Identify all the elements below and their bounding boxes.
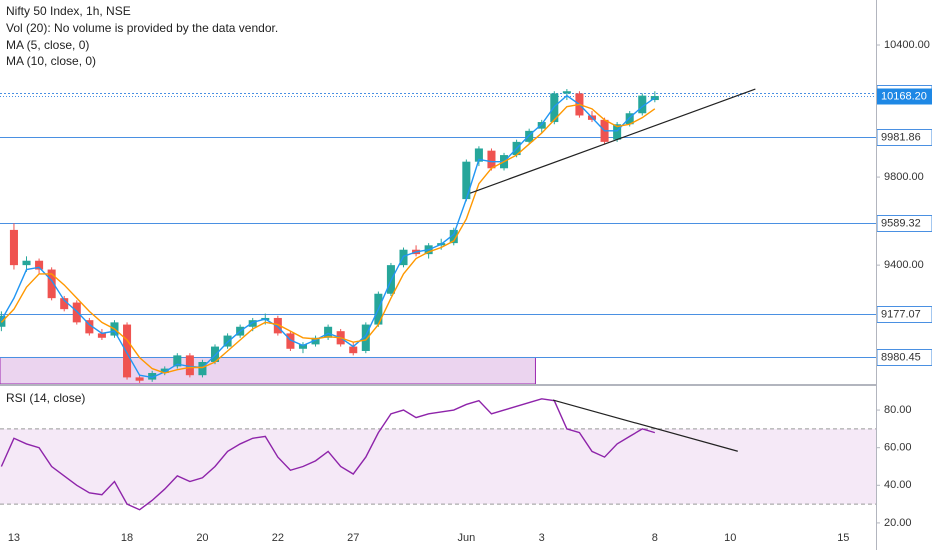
candle-body — [72, 302, 81, 323]
candle-body — [60, 298, 69, 310]
candle-body — [22, 260, 31, 266]
candle-body — [537, 122, 546, 129]
last-price-box — [877, 88, 932, 105]
candle-body — [311, 337, 320, 345]
rsi-band — [0, 428, 876, 505]
candle-body — [324, 326, 333, 338]
y-tick-label: 40.00 — [884, 479, 912, 491]
zone — [0, 356, 536, 384]
y-tick-label: 60.00 — [884, 442, 912, 454]
x-tick-label: 3 — [539, 532, 545, 544]
x-tick-label: 18 — [121, 532, 133, 544]
x-tick-label: 10 — [724, 532, 736, 544]
candle-body — [613, 124, 622, 140]
level-label: 8980.45 — [881, 351, 921, 363]
level-label: 9177.07 — [881, 308, 921, 320]
candle-body — [135, 377, 144, 381]
candle-body — [562, 91, 571, 94]
y-tick-label: 20.00 — [884, 517, 912, 529]
candle-body — [273, 317, 282, 334]
candle-body — [9, 229, 18, 266]
legend-entry: RSI (14, close) — [6, 391, 85, 405]
candle-body — [349, 346, 358, 354]
rsi-pane — [0, 398, 876, 511]
candle-body — [148, 372, 157, 380]
candle-body — [85, 320, 94, 334]
candle-body — [474, 148, 483, 162]
candle-body — [286, 333, 295, 349]
price-pane — [0, 88, 876, 384]
candle-body — [361, 324, 370, 351]
candle-body — [248, 320, 257, 327]
candle-body — [185, 355, 194, 376]
candle-body — [525, 130, 534, 142]
x-tick-label: 13 — [8, 532, 20, 544]
candle-body — [638, 95, 647, 114]
legend-entry: MA (10, close, 0) — [6, 54, 96, 68]
candle-body — [97, 333, 106, 338]
chart-title: Nifty 50 Index, 1h, NSE — [6, 4, 131, 18]
trend-line — [552, 399, 738, 452]
axes: 10180.799981.869589.329177.078980.451016… — [8, 39, 932, 544]
volume-note: Vol (20): No volume is provided by the d… — [6, 21, 278, 35]
legend-entry: MA (5, close, 0) — [6, 38, 89, 52]
series-line — [0, 398, 656, 511]
x-tick-label: 20 — [196, 532, 208, 544]
y-tick-label: 80.00 — [884, 404, 912, 416]
y-tick-label: 9800.00 — [884, 171, 924, 183]
last-price-label: 10168.20 — [881, 90, 927, 102]
candle-body — [198, 361, 207, 376]
candle-body — [462, 161, 471, 200]
x-tick-label: 22 — [272, 532, 284, 544]
candle-body — [210, 346, 220, 362]
candle-body — [160, 368, 169, 373]
y-tick-label: 9400.00 — [884, 259, 924, 271]
series-line — [0, 94, 656, 379]
candle-body — [298, 344, 307, 349]
candle-body — [173, 355, 182, 367]
x-tick-label: 8 — [652, 532, 658, 544]
y-tick-label: 10400.00 — [884, 39, 930, 51]
level-label: 9589.32 — [881, 217, 921, 229]
candle-body — [123, 324, 132, 378]
series-line — [0, 103, 656, 374]
candle-body — [625, 113, 634, 125]
x-tick-label: 15 — [837, 532, 849, 544]
x-tick-label: 27 — [347, 532, 359, 544]
trend-line — [469, 88, 756, 194]
candle-body — [449, 229, 458, 244]
candle-body — [35, 260, 44, 270]
candle-body — [47, 269, 56, 299]
level-label: 9981.86 — [881, 131, 921, 143]
candle-body — [487, 150, 496, 169]
x-tick-label: Jun — [457, 532, 475, 544]
candle-body — [223, 335, 232, 347]
